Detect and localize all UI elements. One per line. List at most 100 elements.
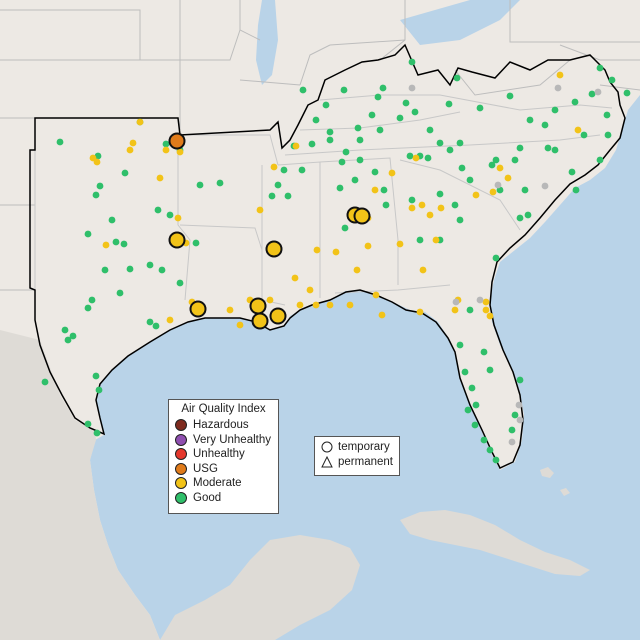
temporary-monitor-marker (353, 207, 371, 225)
monitor-marker (508, 438, 516, 446)
monitor-marker (486, 446, 494, 454)
monitor-marker (489, 188, 497, 196)
temporary-monitor-marker (265, 240, 283, 258)
monitor-marker (508, 426, 516, 434)
monitor-marker (291, 274, 299, 282)
monitor-marker (456, 216, 464, 224)
monitor-marker (93, 429, 101, 437)
monitor-marker (596, 156, 604, 164)
monitor-marker (408, 58, 416, 66)
aqi-legend-title: Air Quality Index (181, 403, 266, 415)
land-mexico (0, 330, 160, 640)
monitor-marker (152, 322, 160, 330)
monitor-marker (326, 301, 334, 309)
monitor-marker (418, 201, 426, 209)
monitor-marker (162, 146, 170, 154)
temporary-monitor-marker (189, 300, 207, 318)
monitor-marker (556, 71, 564, 79)
monitor-marker (486, 366, 494, 374)
monitor-marker (551, 106, 559, 114)
unhealthy-swatch (175, 448, 187, 461)
moderate-swatch (175, 477, 187, 490)
monitor-marker (312, 301, 320, 309)
monitor-marker (353, 266, 361, 274)
monitor-marker (461, 368, 469, 376)
monitor-marker (480, 348, 488, 356)
monitor-marker (192, 239, 200, 247)
monitor-marker (364, 242, 372, 250)
monitor-marker (426, 211, 434, 219)
monitor-marker (408, 204, 416, 212)
legend-row-permanent: permanent (320, 455, 394, 470)
monitor-marker (371, 186, 379, 194)
legend-row-good: Good (175, 491, 272, 506)
monitor-marker (541, 121, 549, 129)
monitor-marker (266, 296, 274, 304)
monitor-marker (146, 261, 154, 269)
monitor-marker (379, 84, 387, 92)
monitor-marker (340, 86, 348, 94)
lake-michigan (256, 0, 278, 85)
monitor-marker (354, 124, 362, 132)
legend-row-unhealthy: Unhealthy (175, 447, 272, 462)
monitor-marker (174, 214, 182, 222)
monitor-marker (280, 166, 288, 174)
monitor-marker (126, 265, 134, 273)
triangle-icon (320, 455, 334, 468)
monitor-marker (551, 146, 559, 154)
monitor-marker (270, 163, 278, 171)
monitor-marker (504, 174, 512, 182)
monitor-marker (93, 158, 101, 166)
monitor-marker (445, 100, 453, 108)
monitor-marker (306, 286, 314, 294)
land-bahamas (540, 467, 570, 496)
monitor-marker (126, 146, 134, 154)
monitor-marker (412, 154, 420, 162)
monitor-marker (515, 401, 523, 409)
monitor-marker (580, 131, 588, 139)
monitor-marker (338, 158, 346, 166)
monitor-marker (604, 131, 612, 139)
monitor-marker (466, 306, 474, 314)
monitor-marker (482, 298, 490, 306)
legend-label-temporary: temporary (338, 441, 390, 454)
monitor-marker (61, 326, 69, 334)
legend-label-permanent: permanent (338, 455, 393, 468)
legend-row-moderate: Moderate (175, 476, 272, 491)
monitor-marker (521, 186, 529, 194)
usg-swatch (175, 462, 187, 475)
monitor-marker (451, 201, 459, 209)
monitor-marker (402, 99, 410, 107)
monitor-marker (312, 116, 320, 124)
monitor-marker (476, 296, 484, 304)
state-borders (0, 0, 640, 291)
monitor-marker (554, 84, 562, 92)
monitor-marker (296, 301, 304, 309)
monitor-marker (56, 138, 64, 146)
monitor-marker (299, 86, 307, 94)
monitor-marker (158, 266, 166, 274)
legend-label-very-unhealthy: Very Unhealthy (193, 433, 271, 446)
monitor-marker (176, 279, 184, 287)
monitor-marker (374, 93, 382, 101)
monitor-marker (594, 88, 602, 96)
monitor-marker (84, 304, 92, 312)
study-region-outline (29, 43, 626, 469)
monitor-marker (92, 191, 100, 199)
monitor-marker (451, 306, 459, 314)
legend-row-usg: USG (175, 462, 272, 477)
monitor-marker (472, 191, 480, 199)
monitor-marker (64, 336, 72, 344)
monitor-marker (129, 139, 137, 147)
monitor-marker (482, 306, 490, 314)
monitor-marker (376, 126, 384, 134)
monitor-marker (516, 144, 524, 152)
monitor-marker (492, 456, 500, 464)
monitor-marker (446, 146, 454, 154)
monitor-marker (456, 139, 464, 147)
good-swatch (175, 491, 187, 504)
monitor-marker (356, 136, 364, 144)
monitor-marker (101, 266, 109, 274)
monitor-marker (313, 246, 321, 254)
monitor-marker (41, 378, 49, 386)
